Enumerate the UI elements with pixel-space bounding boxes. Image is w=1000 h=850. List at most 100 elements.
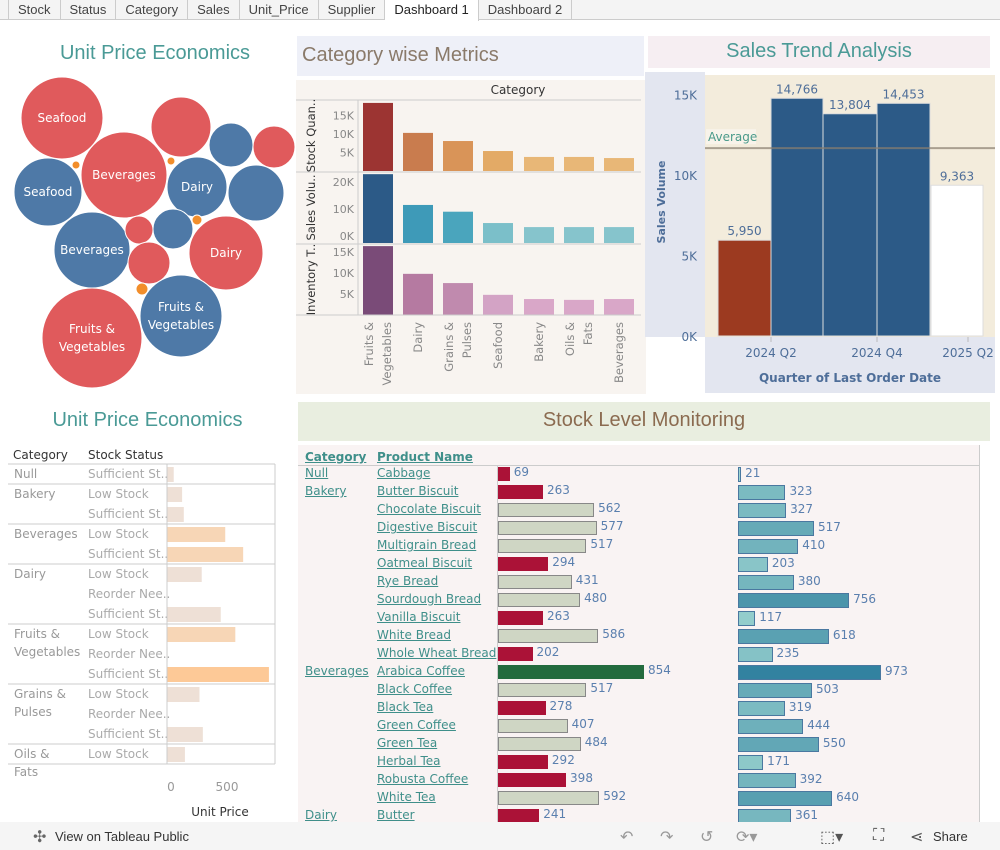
sales-bar[interactable] (738, 701, 785, 716)
tab-dashboard-2[interactable]: Dashboard 2 (479, 0, 573, 20)
bar-inventory[interactable] (443, 283, 473, 315)
fullscreen-icon[interactable]: ⛶ (873, 827, 885, 844)
sales-bar[interactable] (770, 97, 824, 337)
product-link[interactable]: White Tea (377, 790, 436, 804)
sales-bar[interactable] (738, 773, 796, 788)
tab-sales[interactable]: Sales (188, 0, 240, 20)
unit-price-bar[interactable] (167, 547, 244, 562)
bar-stock[interactable] (604, 158, 634, 171)
product-link[interactable]: Multigrain Bread (377, 538, 477, 552)
sales-bar[interactable] (738, 539, 799, 554)
stock-bar[interactable] (498, 467, 510, 481)
sales-bar[interactable] (738, 665, 882, 680)
revert-icon[interactable]: ↺ (700, 829, 714, 846)
sales-bar[interactable] (738, 503, 787, 518)
product-link[interactable]: Rye Bread (377, 574, 439, 588)
bubble-circle[interactable] (127, 241, 171, 285)
product-link[interactable]: Black Coffee (377, 682, 453, 696)
header-category[interactable]: Category (305, 450, 367, 464)
download-icon[interactable]: ⬚▾ (820, 829, 844, 846)
sales-bar[interactable] (930, 184, 984, 337)
product-link[interactable]: Black Tea (377, 700, 434, 714)
sales-bar[interactable] (738, 611, 756, 626)
bubble-circle[interactable] (150, 96, 212, 158)
sales-bar[interactable] (738, 521, 814, 536)
bubble-circle[interactable] (188, 215, 264, 291)
stock-bar[interactable] (498, 809, 540, 823)
unit-price-bar[interactable] (167, 727, 203, 742)
product-link[interactable]: White Bread (377, 628, 451, 642)
product-link[interactable]: Cabbage (377, 466, 431, 480)
unit-price-bar[interactable] (167, 667, 269, 682)
stock-bar[interactable] (498, 773, 567, 787)
bubble-circle[interactable] (41, 287, 143, 389)
bubble-circle[interactable] (139, 274, 223, 358)
bar-stock[interactable] (564, 156, 594, 171)
bar-inventory[interactable] (524, 299, 554, 315)
bubble-circle[interactable] (252, 125, 296, 169)
stock-bar[interactable] (498, 647, 533, 661)
bar-stock[interactable] (363, 102, 393, 171)
tab-category[interactable]: Category (116, 0, 189, 20)
tab-unit-price[interactable]: Unit_Price (240, 0, 319, 20)
stock-bar[interactable] (498, 557, 549, 571)
bar-sales[interactable] (363, 174, 393, 243)
unit-price-bar[interactable] (167, 527, 226, 542)
bubble-circle[interactable] (124, 215, 154, 245)
view-on-tableau-public-link[interactable]: View on Tableau Public (55, 829, 189, 844)
stock-bar[interactable] (498, 719, 568, 733)
product-link[interactable]: Digestive Biscuit (377, 520, 478, 534)
stock-bar[interactable] (498, 539, 587, 553)
tab-stock[interactable]: Stock (8, 0, 61, 20)
stock-bar[interactable] (498, 593, 581, 607)
bubble-circle[interactable] (20, 76, 104, 160)
unit-price-bar[interactable] (167, 467, 174, 482)
product-link[interactable]: Green Coffee (377, 718, 456, 732)
stock-bar[interactable] (498, 629, 599, 643)
bar-stock[interactable] (483, 151, 513, 171)
stock-bar[interactable] (498, 611, 543, 625)
sales-bar[interactable] (738, 755, 764, 770)
category-link[interactable]: Bakery (305, 484, 347, 498)
bar-inventory[interactable] (403, 273, 433, 315)
undo-icon[interactable]: ↶ (620, 829, 634, 846)
bar-inventory[interactable] (604, 299, 634, 315)
redo-icon[interactable]: ↷ (660, 829, 674, 846)
sales-bar[interactable] (738, 791, 833, 806)
sales-bar[interactable] (738, 683, 812, 698)
category-link[interactable]: Null (305, 466, 329, 480)
product-link[interactable]: Robusta Coffee (377, 772, 469, 786)
product-link[interactable]: Herbal Tea (377, 754, 441, 768)
product-link[interactable]: Butter Biscuit (377, 484, 459, 498)
unit-price-bar[interactable] (167, 687, 200, 702)
bubble-circle[interactable] (191, 214, 203, 226)
stock-bar[interactable] (498, 737, 581, 751)
stock-bar[interactable] (498, 791, 600, 805)
bar-sales[interactable] (443, 211, 473, 243)
unit-price-bar[interactable] (167, 487, 183, 502)
bubble-circle[interactable] (71, 160, 81, 170)
bar-stock[interactable] (524, 156, 554, 171)
sales-bar[interactable] (738, 467, 742, 482)
bubble-circle[interactable] (13, 157, 83, 227)
bar-sales[interactable] (403, 204, 433, 243)
sales-bar[interactable] (717, 239, 772, 337)
product-link[interactable]: Sourdough Bread (377, 592, 482, 606)
unit-price-bar[interactable] (167, 507, 184, 522)
unit-price-bar[interactable] (167, 627, 236, 642)
share-icon[interactable]: ⋖ (910, 829, 924, 846)
bubble-circle[interactable] (152, 208, 194, 250)
stock-bar[interactable] (498, 485, 543, 499)
unit-price-bar[interactable] (167, 747, 185, 762)
bar-sales[interactable] (483, 223, 513, 243)
bar-inventory[interactable] (564, 299, 594, 315)
bubble-circle[interactable] (227, 164, 285, 222)
bubble-circle[interactable] (166, 156, 176, 166)
category-link[interactable]: Beverages (305, 664, 369, 678)
bar-inventory[interactable] (363, 246, 393, 315)
unit-price-bar[interactable] (167, 567, 202, 582)
sales-bar[interactable] (738, 629, 829, 644)
product-link[interactable]: Green Tea (377, 736, 438, 750)
sales-bar[interactable] (738, 737, 819, 752)
sales-bar[interactable] (738, 575, 794, 590)
